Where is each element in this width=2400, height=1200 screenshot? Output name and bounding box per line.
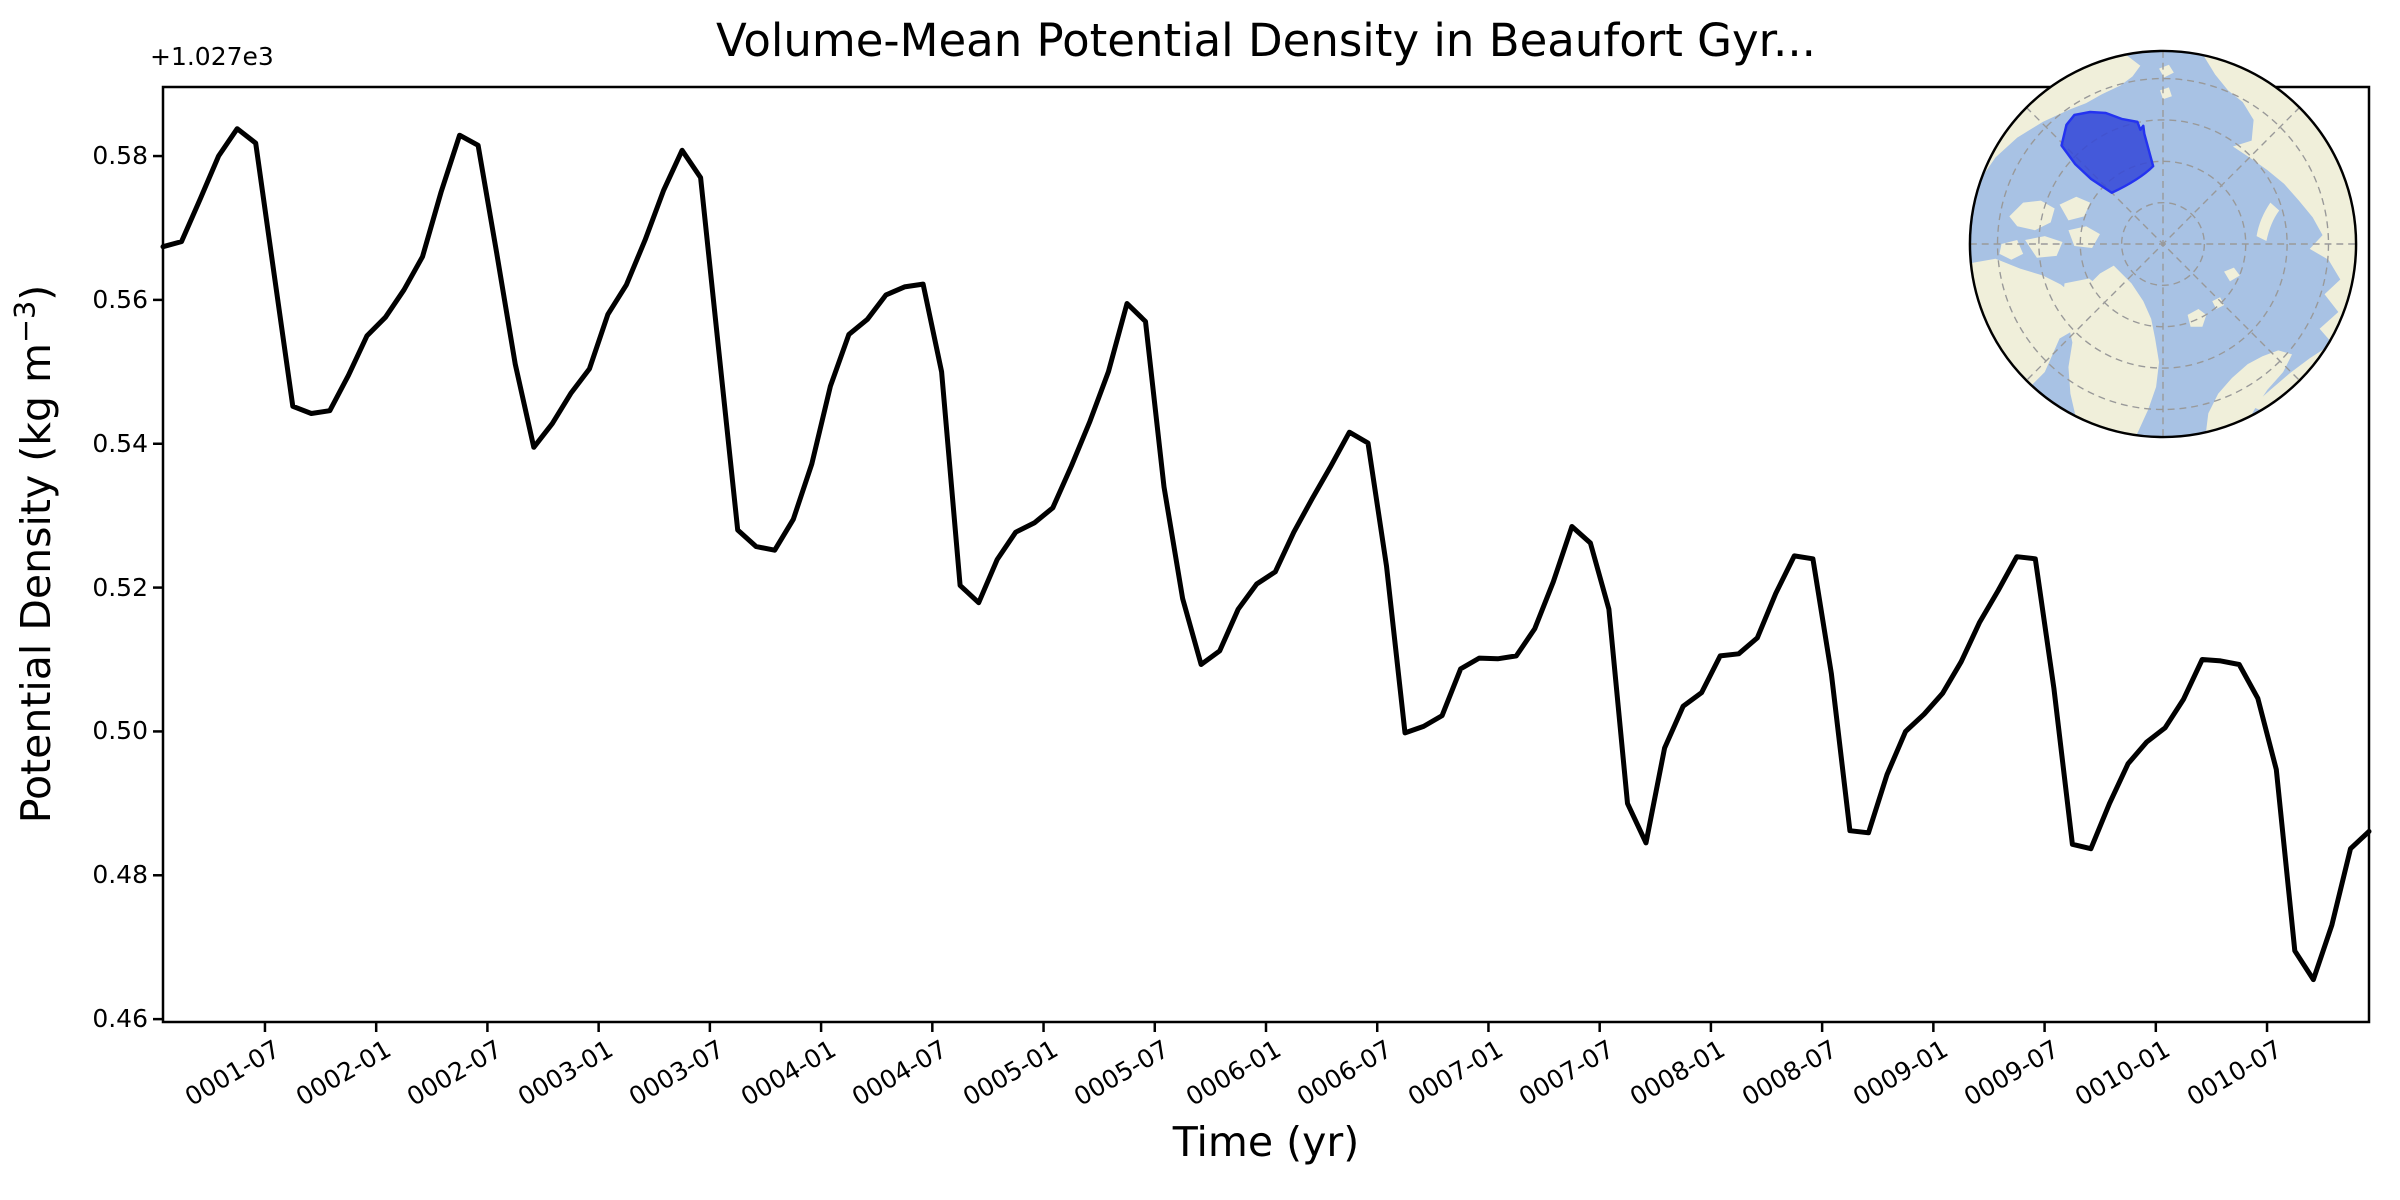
y-tick-label: 0.48 bbox=[92, 860, 148, 890]
map-land-baffin bbox=[2062, 278, 2114, 331]
y-tick-label: 0.58 bbox=[92, 141, 148, 171]
map-land-archipelago-1 bbox=[2009, 200, 2055, 231]
map-land-archipelago-2 bbox=[2059, 196, 2091, 221]
map-land-svalbard-2 bbox=[2212, 297, 2225, 310]
y-tick-label: 0.56 bbox=[92, 284, 148, 314]
density-timeseries-line bbox=[160, 126, 2372, 983]
map-graticule bbox=[1969, 50, 2357, 438]
y-axis-offset-text: +1.027e3 bbox=[150, 42, 274, 71]
map-land-franz-josef bbox=[2224, 267, 2240, 282]
map-beaufort-gyre-region bbox=[2060, 110, 2155, 195]
chart-title: Volume-Mean Potential Density in Beaufor… bbox=[716, 14, 1816, 67]
map-land-novaya-zemlya bbox=[2256, 202, 2280, 242]
inset-map bbox=[1968, 49, 2358, 439]
y-tick-label: 0.54 bbox=[92, 428, 148, 458]
y-tick-label: 0.50 bbox=[92, 716, 148, 746]
map-border-circle bbox=[1968, 49, 2358, 439]
x-axis-label: Time (yr) bbox=[1172, 1118, 1360, 1166]
map-land-alaska bbox=[1969, 50, 2141, 215]
y-tick-label: 0.46 bbox=[92, 1004, 148, 1034]
map-land-archipelago-3 bbox=[2025, 236, 2063, 258]
map-land-archipelago-4 bbox=[2068, 226, 2100, 248]
map-land-scandinavia bbox=[2204, 350, 2293, 438]
map-land-iceland bbox=[2101, 407, 2127, 428]
map-land-svalbard bbox=[2187, 309, 2207, 327]
map-land-archipelago-5 bbox=[1999, 240, 2024, 260]
y-tick-label: 0.52 bbox=[92, 572, 148, 602]
